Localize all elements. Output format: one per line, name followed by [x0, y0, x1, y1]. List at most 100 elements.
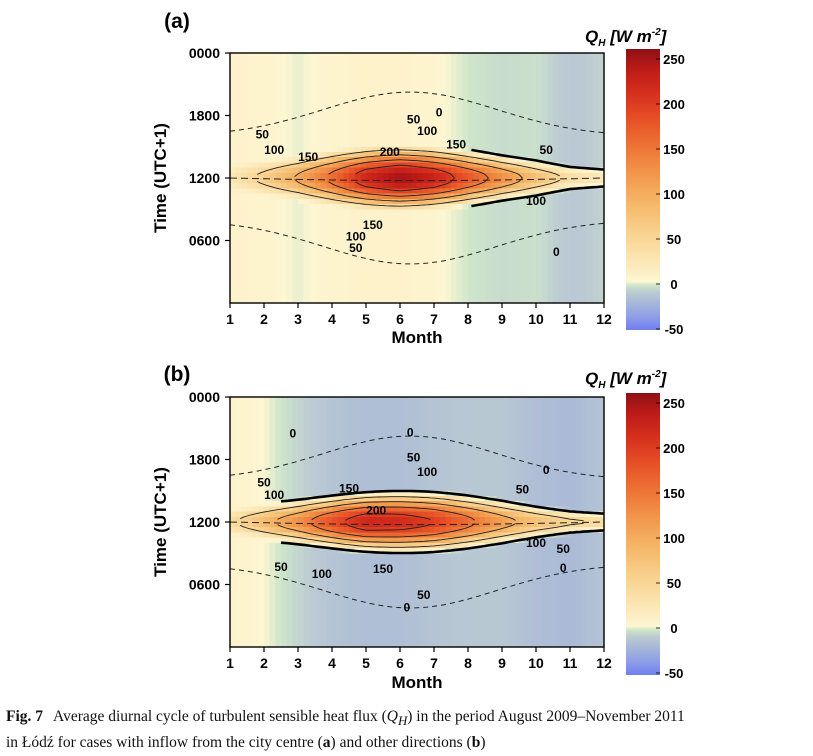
heat-cell: [434, 443, 441, 450]
heat-cell: [349, 136, 356, 143]
heat-cell: [417, 105, 424, 111]
heat-cell: [462, 193, 469, 200]
heat-cell: [445, 282, 452, 288]
heat-cell: [570, 79, 577, 85]
heat-cell: [405, 141, 412, 148]
heat-cell: [553, 105, 560, 111]
heat-cell: [292, 417, 299, 424]
heat-cell: [281, 240, 288, 247]
heat-cell: [473, 230, 480, 236]
heat-cell: [332, 131, 339, 137]
heat-cell: [349, 584, 356, 591]
heat-cell: [337, 501, 344, 507]
heat-cell: [247, 443, 254, 450]
heat-cell: [326, 397, 333, 403]
heat-cell: [360, 485, 367, 492]
heat-cell: [400, 282, 407, 288]
contour-line-200: [355, 177, 455, 192]
heat-cell: [445, 266, 452, 273]
heat-cell: [524, 120, 531, 127]
heat-cell: [281, 615, 288, 622]
heat-cell: [383, 245, 390, 252]
heat-cell: [275, 250, 282, 257]
heat-cell: [343, 94, 350, 101]
heat-cell: [252, 553, 259, 560]
heat-cell: [252, 423, 259, 429]
heat-cell: [530, 214, 537, 221]
heat-cell: [247, 120, 254, 127]
heat-cell: [275, 501, 282, 507]
heat-cell: [394, 94, 401, 101]
heat-cell: [400, 105, 407, 111]
heat-cell: [298, 266, 305, 273]
heat-cell: [434, 198, 441, 205]
heat-cell: [473, 261, 480, 268]
heat-cell: [298, 438, 305, 445]
heat-cell: [411, 490, 418, 497]
solar-noon-line: [230, 177, 604, 182]
heat-cell: [445, 256, 452, 262]
heat-cell: [536, 84, 543, 91]
heat-cell: [230, 428, 237, 435]
heat-cell: [564, 209, 571, 216]
heat-cell: [422, 131, 429, 137]
heat-cell: [303, 235, 310, 242]
heat-cell: [388, 417, 395, 424]
heat-cell: [524, 282, 531, 288]
heat-cell: [235, 417, 242, 424]
heat-cell: [241, 204, 248, 210]
heat-cell: [269, 250, 276, 257]
heat-cell: [281, 73, 288, 80]
heat-cell: [298, 245, 305, 252]
heat-cell: [513, 276, 520, 283]
heat-cell: [377, 188, 384, 195]
heat-cell: [298, 224, 305, 231]
heat-cell: [371, 438, 378, 445]
heat-cell: [337, 495, 344, 502]
heat-cell: [258, 428, 265, 435]
heat-cell: [394, 136, 401, 143]
heat-cell: [241, 641, 248, 648]
heat-cell: [241, 131, 248, 137]
heat-cell: [343, 605, 350, 612]
heat-cell: [383, 568, 390, 575]
heat-cell: [371, 94, 378, 101]
heat-cell: [349, 204, 356, 210]
heat-cell: [405, 459, 412, 466]
heat-cell: [230, 553, 237, 560]
heat-cell: [490, 120, 497, 127]
heat-cell: [536, 99, 543, 106]
heat-cell: [411, 292, 418, 299]
heat-cell: [366, 256, 373, 262]
heat-cell: [269, 454, 276, 461]
heat-cell: [241, 188, 248, 195]
heat-cell: [598, 256, 605, 262]
heat-cell: [524, 235, 531, 242]
heat-cell: [286, 84, 293, 91]
heat-cell: [337, 485, 344, 492]
heat-cell: [252, 172, 259, 179]
heat-cell: [479, 224, 486, 231]
heat-cell: [575, 214, 582, 221]
heat-cell: [581, 188, 588, 195]
heat-cell: [269, 428, 276, 435]
heat-cell: [286, 73, 293, 80]
heat-cell: [281, 125, 288, 132]
heat-cell: [570, 172, 577, 179]
heat-cell: [388, 297, 395, 304]
heat-cell: [553, 256, 560, 262]
heat-cell: [258, 240, 265, 247]
heat-cell: [286, 63, 293, 70]
heat-cell: [377, 84, 384, 91]
heat-cell: [530, 110, 537, 117]
heat-cell: [320, 600, 327, 606]
heat-cell: [422, 511, 429, 518]
heat-cell: [434, 469, 441, 476]
heat-cell: [587, 68, 594, 75]
heat-cell: [479, 125, 486, 132]
heat-cell: [439, 271, 446, 278]
heat-cell: [298, 615, 305, 622]
heat-cell: [241, 94, 248, 101]
heat-cell: [400, 250, 407, 257]
